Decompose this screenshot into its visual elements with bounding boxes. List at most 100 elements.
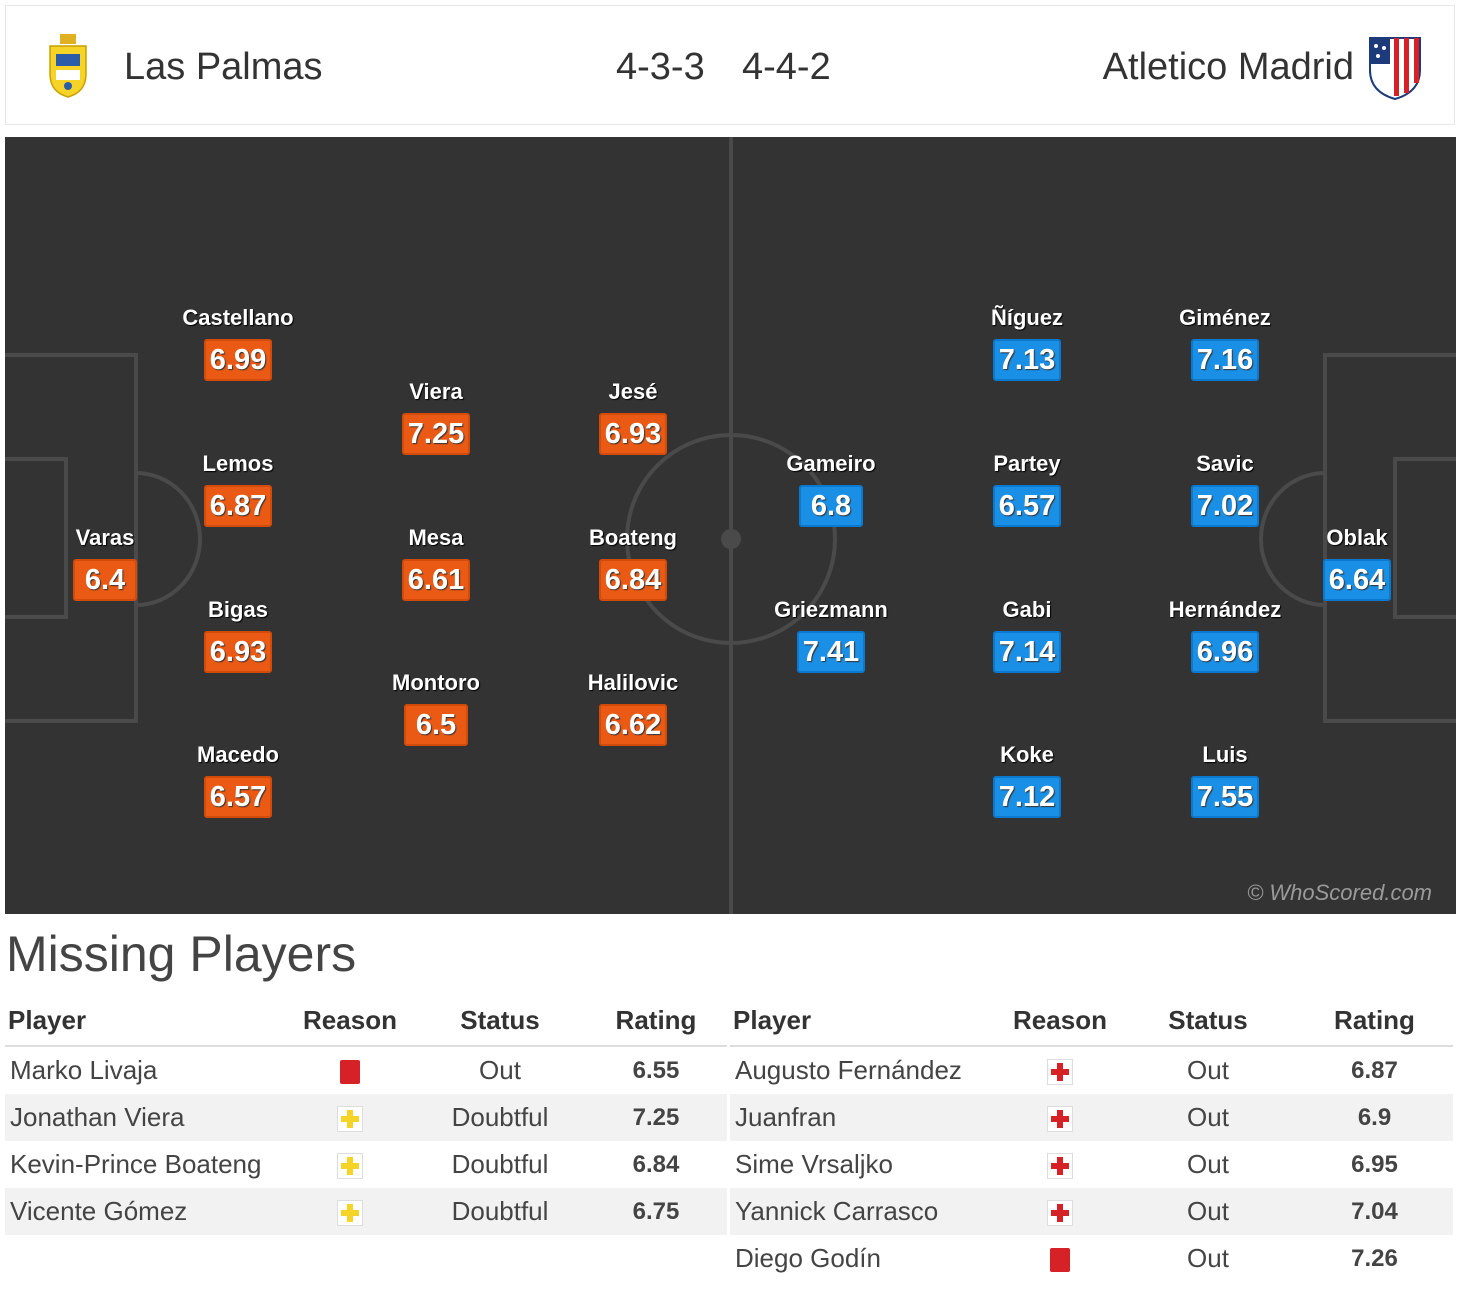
player-rating-badge: 6.62 xyxy=(598,704,668,746)
status-cell: Out xyxy=(1187,1243,1229,1273)
home-player[interactable]: Castellano 6.99 xyxy=(138,305,338,381)
player-rating-badge: 6.57 xyxy=(203,776,273,818)
away-player[interactable]: Savic 7.02 xyxy=(1125,451,1325,527)
player-name[interactable]: Giménez xyxy=(1179,305,1271,330)
match-header: Las Palmas 4-3-3 4-4-2 Atletico Madrid xyxy=(5,5,1455,125)
doubtful-icon[interactable] xyxy=(337,1106,363,1133)
home-player[interactable]: Boateng 6.84 xyxy=(533,525,733,601)
injury-icon[interactable] xyxy=(1047,1106,1073,1133)
atletico-madrid-crest-icon xyxy=(1369,37,1421,100)
away-player[interactable]: Oblak 6.64 xyxy=(1257,525,1456,601)
away-player[interactable]: Luis 7.55 xyxy=(1125,742,1325,818)
col-reason[interactable]: Reason xyxy=(1000,995,1120,1047)
missing-player-name[interactable]: Sime Vrsaljko xyxy=(735,1149,893,1179)
player-rating-badge: 7.02 xyxy=(1190,485,1260,527)
home-team-name[interactable]: Las Palmas xyxy=(124,46,323,88)
player-name[interactable]: Koke xyxy=(1000,742,1054,767)
away-player[interactable]: Griezmann 7.41 xyxy=(731,597,931,673)
player-name[interactable]: Griezmann xyxy=(774,597,888,622)
home-player[interactable]: Bigas 6.93 xyxy=(138,597,338,673)
player-name[interactable]: Partey xyxy=(993,451,1061,476)
player-name[interactable]: Macedo xyxy=(197,742,279,767)
player-name[interactable]: Bigas xyxy=(208,597,268,622)
home-player[interactable]: Mesa 6.61 xyxy=(336,525,536,601)
las-palmas-crest-icon xyxy=(49,34,87,98)
missing-player-name[interactable]: Yannick Carrasco xyxy=(730,1188,1000,1235)
missing-player-name[interactable]: Diego Godín xyxy=(735,1243,881,1273)
col-status[interactable]: Status xyxy=(1120,995,1296,1047)
player-name[interactable]: Ñíguez xyxy=(990,305,1064,330)
away-player[interactable]: Partey 6.57 xyxy=(927,451,1127,527)
player-name[interactable]: Gameiro xyxy=(786,451,876,476)
player-rating-badge: 6.57 xyxy=(992,485,1062,527)
player-name[interactable]: Viera xyxy=(409,379,463,404)
home-player[interactable]: Montoro 6.5 xyxy=(336,670,536,746)
player-name[interactable]: Varas xyxy=(75,525,135,550)
missing-player-name[interactable]: Marko Livaja xyxy=(10,1055,158,1085)
reason-cell xyxy=(285,1094,415,1141)
player-name[interactable]: Savic xyxy=(1196,451,1254,476)
player-rating-badge: 7.55 xyxy=(1190,776,1260,818)
away-player[interactable]: Koke 7.12 xyxy=(927,742,1127,818)
player-name[interactable]: Mesa xyxy=(408,525,464,550)
player-name[interactable]: Boateng xyxy=(589,525,677,550)
col-reason[interactable]: Reason xyxy=(285,995,415,1047)
missing-player-name[interactable]: Vicente Gómez xyxy=(5,1188,285,1235)
player-name[interactable]: Lemos xyxy=(202,451,274,476)
status-cell: Out xyxy=(1187,1055,1229,1085)
injury-icon[interactable] xyxy=(1047,1153,1073,1180)
missing-player-name[interactable]: Augusto Fernández xyxy=(735,1055,962,1085)
player-rating-badge: 6.99 xyxy=(203,339,273,381)
table-row: Jonathan Viera Doubtful 7.25 xyxy=(5,1094,727,1141)
player-rating-badge: 7.41 xyxy=(796,631,866,673)
player-rating-badge: 7.25 xyxy=(401,413,471,455)
red-card-icon[interactable] xyxy=(340,1060,360,1085)
col-rating[interactable]: Rating xyxy=(1296,995,1453,1047)
player-name[interactable]: Gabi xyxy=(1002,597,1052,622)
missing-player-name[interactable]: Juanfran xyxy=(730,1094,1000,1141)
player-rating-badge: 6.87 xyxy=(203,485,273,527)
away-player[interactable]: Giménez 7.16 xyxy=(1125,305,1325,381)
injury-icon[interactable] xyxy=(1047,1200,1073,1227)
col-status[interactable]: Status xyxy=(415,995,585,1047)
doubtful-icon[interactable] xyxy=(337,1200,363,1227)
status-cell: Doubtful xyxy=(415,1188,585,1235)
rating-cell: 6.9 xyxy=(1296,1094,1453,1141)
status-cell: Out xyxy=(1187,1149,1229,1179)
rating-cell: 6.55 xyxy=(632,1056,680,1084)
missing-player-name[interactable]: Kevin-Prince Boateng xyxy=(10,1149,262,1179)
whoscored-watermark: © WhoScored.com xyxy=(1247,880,1432,905)
player-rating-badge: 6.84 xyxy=(598,559,668,601)
home-player[interactable]: Macedo 6.57 xyxy=(138,742,338,818)
rating-cell: 7.04 xyxy=(1296,1188,1453,1235)
player-name[interactable]: Montoro xyxy=(392,670,480,695)
col-player[interactable]: Player xyxy=(5,995,285,1047)
col-rating[interactable]: Rating xyxy=(585,995,727,1047)
injury-icon[interactable] xyxy=(1047,1059,1073,1086)
col-player[interactable]: Player xyxy=(730,995,1000,1047)
player-name[interactable]: Oblak xyxy=(1326,525,1388,550)
away-team-name[interactable]: Atletico Madrid xyxy=(1102,46,1354,88)
missing-player-name[interactable]: Jonathan Viera xyxy=(5,1094,285,1141)
player-name[interactable]: Halilovic xyxy=(587,670,679,695)
home-player[interactable]: Viera 7.25 xyxy=(336,379,536,455)
status-cell: Out xyxy=(1120,1094,1296,1141)
home-player[interactable]: Varas 6.4 xyxy=(5,525,205,601)
player-name[interactable]: Castellano xyxy=(182,305,294,330)
reason-cell xyxy=(285,1141,415,1188)
away-player[interactable]: Gabi 7.14 xyxy=(927,597,1127,673)
player-name[interactable]: Luis xyxy=(1202,742,1248,767)
player-rating-badge: 6.93 xyxy=(203,631,273,673)
player-rating-badge: 7.14 xyxy=(992,631,1062,673)
away-player[interactable]: Gameiro 6.8 xyxy=(731,451,931,527)
red-card-icon[interactable] xyxy=(1050,1248,1070,1273)
player-name[interactable]: Hernández xyxy=(1168,597,1282,622)
home-player[interactable]: Halilovic 6.62 xyxy=(533,670,733,746)
doubtful-icon[interactable] xyxy=(337,1153,363,1180)
home-player[interactable]: Lemos 6.87 xyxy=(138,451,338,527)
home-player[interactable]: Jesé 6.93 xyxy=(533,379,733,455)
player-rating-badge: 6.61 xyxy=(401,559,471,601)
away-player[interactable]: Ñíguez 7.13 xyxy=(927,305,1127,381)
player-name[interactable]: Jesé xyxy=(608,379,658,404)
away-player[interactable]: Hernández 6.96 xyxy=(1125,597,1325,673)
